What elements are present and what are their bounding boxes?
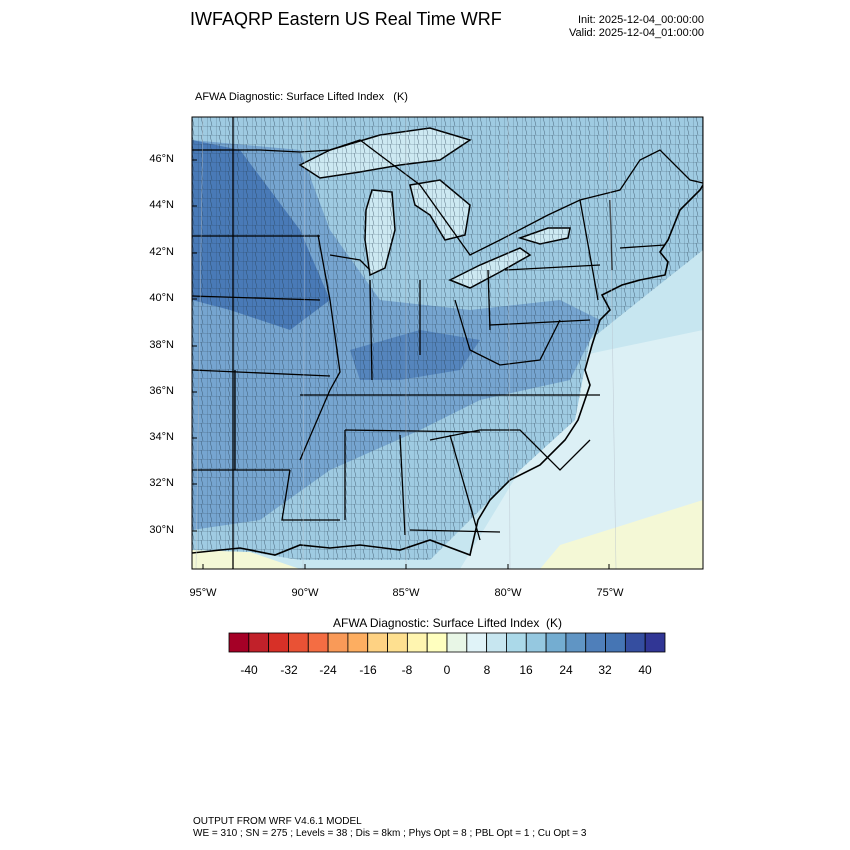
colorbar-label: -40 [240,663,258,677]
footer-line-1: OUTPUT FROM WRF V4.6.1 MODEL [193,816,362,827]
lat-label: 32°N [149,477,174,489]
colorbar-swatch [545,632,567,653]
colorbar-swatch [486,632,507,653]
plot-title: IWFAQRP Eastern US Real Time WRF [190,9,502,29]
lat-label: 30°N [149,524,174,536]
colorbar-swatch [426,632,448,653]
field-ocean-pale [460,330,703,569]
colorbar-swatch [367,632,388,653]
colorbar-label: 16 [519,663,533,677]
colorbar-label: -32 [280,663,298,677]
init-time: Init: 2025-12-04_00:00:00 [578,14,704,26]
map-frame [191,116,704,570]
colorbar-label: 32 [598,663,612,677]
colorbar-swatch [466,632,488,653]
colorbar-swatch [525,632,547,653]
footer-line-2: WE = 310 ; SN = 275 ; Levels = 38 ; Dis … [193,828,587,839]
colorbar-swatch [446,632,468,653]
coastline [192,184,703,557]
lon-label: 80°W [494,587,522,599]
colorbar-swatch [605,632,626,653]
colorbar-swatch [506,632,527,653]
lat-label: 38°N [149,339,174,351]
colorbar-swatch [347,632,369,653]
axis-ticks [192,159,610,569]
valid-time: Valid: 2025-12-04_01:00:00 [569,27,704,39]
colorbar-swatch [248,632,270,653]
colorbar-label: -8 [401,663,413,677]
county-lines [192,117,703,560]
colorbar-label: 0 [443,663,451,677]
colorbar-label: -16 [359,663,377,677]
lat-label: 42°N [149,246,174,258]
field-ocean-yellow [540,500,703,569]
graticule [195,117,617,569]
canada-border [192,139,703,256]
colorbar-label: 40 [638,663,652,677]
lat-label: 44°N [149,199,174,211]
lon-label: 85°W [392,587,420,599]
colorbar-label: -24 [319,663,337,677]
model-footer: OUTPUT FROM WRF V4.6.1 MODEL WE = 310 ; … [193,816,586,840]
colorbar-label: 8 [483,663,491,677]
field-gulf-yellow [192,550,300,569]
colorbar-swatch [387,632,408,653]
colorbar-swatch [268,632,289,653]
lon-label: 75°W [596,587,624,599]
lat-label: 40°N [149,292,174,304]
colorbar-swatch [307,632,329,653]
colorbar-label: 24 [559,663,573,677]
lat-label: 34°N [149,431,174,443]
colorbar-swatch [406,632,428,653]
lat-label: 36°N [149,385,174,397]
colorbar-title: AFWA Diagnostic: Surface Lifted Index (K… [333,616,562,630]
colorbar-swatch [228,632,250,653]
lon-label: 90°W [291,587,319,599]
lon-label: 95°W [189,587,217,599]
colorbar-swatch [644,632,666,653]
colorbar-swatch [585,632,606,653]
panel-subtitle: AFWA Diagnostic: Surface Lifted Index (K… [195,91,408,103]
state-boundaries [192,117,666,569]
time-info: Init: 2025-12-04_00:00:00 Valid: 2025-12… [569,14,704,40]
colorbar-swatch [327,632,349,653]
colorbar-swatch [288,632,309,653]
colorbar-swatch [565,632,587,653]
colorbar-swatch [624,632,646,653]
lat-label: 46°N [149,153,174,165]
